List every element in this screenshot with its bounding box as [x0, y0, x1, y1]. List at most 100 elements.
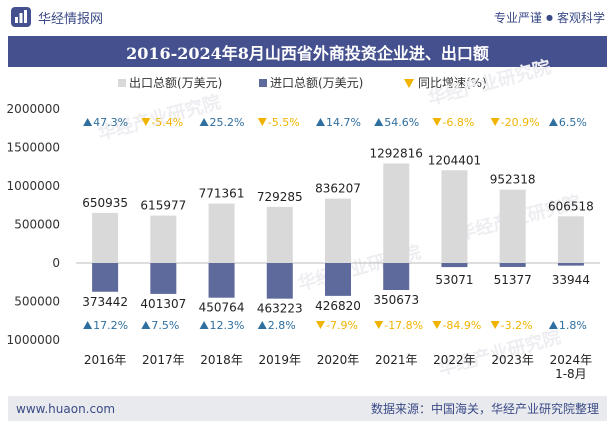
yoy-export-label: 47.3% — [93, 116, 128, 129]
x-tick-label: 2022年 — [433, 353, 476, 367]
yoy-down-icon — [316, 321, 325, 329]
export-value-label: 1204401 — [428, 153, 481, 167]
labels: 650935 373442 47.3% 17.2% 2016年 615977 401307 -… — [82, 116, 594, 381]
yoy-up-icon — [199, 118, 209, 126]
yoy-export-label: 25.2% — [210, 116, 245, 129]
y-tick-label: 1000000 — [7, 179, 60, 193]
import-value-label: 463223 — [257, 302, 303, 316]
legend-yoy-icon — [404, 79, 414, 88]
y-tick-label: 1500000 — [7, 141, 60, 155]
yoy-export-label: 54.6% — [384, 116, 419, 129]
yoy-import-label: 17.2% — [93, 319, 128, 332]
yoy-down-icon — [490, 321, 500, 329]
x-tick-label: 1-8月 — [555, 367, 587, 381]
slogan-part-1: 专业严谨 — [493, 10, 542, 25]
export-value-label: 771361 — [199, 187, 245, 201]
x-tick-label: 2018年 — [200, 353, 243, 367]
top-bar: 华经情报网 专业严谨 ● 客观科学 — [0, 0, 615, 34]
export-bar — [208, 203, 235, 263]
chart-title: 2016-2024年8月山西省外商投资企业进、出口额 — [8, 36, 607, 67]
import-value-label: 450764 — [199, 301, 245, 315]
yoy-down-icon — [374, 321, 384, 329]
y-tick-label: 0 — [52, 256, 60, 270]
yoy-up-icon — [548, 118, 558, 126]
x-tick-label: 2017年 — [142, 353, 185, 367]
yoy-import-label: 2.8% — [268, 319, 296, 332]
export-value-label: 650935 — [82, 196, 128, 210]
yoy-up-icon — [83, 321, 93, 329]
yoy-up-icon — [199, 321, 209, 329]
export-bar — [499, 189, 526, 263]
import-value-label: 426820 — [315, 299, 361, 313]
export-bar — [383, 163, 410, 263]
yoy-down-icon — [257, 118, 267, 126]
yoy-up-icon — [548, 321, 558, 329]
yoy-export-label: -20.9% — [501, 116, 540, 129]
legend: 出口总额(万美元) 进口总额(万美元) 同比增速(%) — [118, 76, 487, 90]
yoy-import-label: 12.3% — [210, 319, 245, 332]
footer-source: 数据来源：中国海关，华经产业研究院整理 — [370, 402, 599, 416]
brand-logo-icon — [11, 7, 31, 27]
bars — [92, 163, 584, 299]
y-tick-label: 2000000 — [7, 102, 60, 116]
export-bar — [266, 206, 293, 263]
slogan: 专业严谨 ● 客观科学 — [494, 9, 605, 26]
import-value-label: 33944 — [552, 273, 590, 287]
import-value-label: 401307 — [140, 297, 186, 311]
brand: 华经情报网 — [10, 6, 103, 28]
export-bar — [325, 198, 351, 263]
import-value-label: 51377 — [494, 273, 532, 287]
import-bar — [92, 263, 119, 292]
import-bar — [325, 263, 351, 296]
import-value-label: 350673 — [373, 293, 419, 307]
import-bar — [499, 263, 526, 267]
export-value-label: 952318 — [490, 173, 536, 187]
import-bar — [441, 263, 468, 268]
x-tick-label: 2023年 — [491, 353, 534, 367]
yoy-down-icon — [490, 118, 500, 126]
import-value-label: 373442 — [82, 295, 128, 309]
x-tick-label: 2021年 — [375, 353, 418, 367]
legend-label-yoy: 同比增速(%) — [418, 76, 487, 90]
import-bar — [383, 263, 410, 291]
yoy-import-label: -84.9% — [442, 319, 481, 332]
yoy-down-icon — [432, 118, 442, 126]
import-bar — [266, 263, 293, 299]
yoy-down-icon — [141, 118, 151, 126]
legend-swatch-export — [118, 79, 126, 87]
y-tick-label: 500000 — [14, 295, 60, 309]
import-bar — [557, 263, 584, 266]
slogan-part-2: 客观科学 — [556, 10, 605, 25]
yoy-import-label: -7.9% — [326, 319, 358, 332]
yoy-import-label: 1.8% — [559, 319, 587, 332]
yoy-export-label: 6.5% — [559, 116, 587, 129]
legend-label-import: 进口总额(万美元) — [270, 76, 363, 90]
yoy-export-label: -5.4% — [151, 116, 183, 129]
yoy-import-label: -17.8% — [384, 319, 423, 332]
export-bar — [557, 216, 584, 263]
footer-site: www.huaon.com — [16, 401, 116, 416]
import-bar — [150, 263, 177, 294]
yoy-up-icon — [316, 118, 325, 126]
y-tick-label: 1000000 — [7, 333, 60, 347]
export-value-label: 615977 — [140, 199, 186, 213]
export-value-label: 836207 — [315, 182, 361, 196]
yoy-export-label: 14.7% — [326, 116, 361, 129]
yoy-down-icon — [432, 321, 442, 329]
export-value-label: 729285 — [257, 190, 303, 204]
yoy-up-icon — [141, 321, 151, 329]
y-tick-label: 500000 — [14, 218, 60, 232]
yoy-up-icon — [257, 321, 267, 329]
slogan-separator: ● — [546, 12, 553, 22]
export-bar — [150, 215, 177, 263]
legend-label-export: 出口总额(万美元) — [129, 76, 222, 90]
export-bar — [92, 212, 119, 263]
x-tick-label: 2024年 — [550, 353, 593, 367]
export-bar — [441, 170, 468, 263]
x-tick-label: 2020年 — [317, 353, 360, 367]
yoy-export-label: -6.8% — [442, 116, 474, 129]
import-bar — [208, 263, 235, 298]
brand-name: 华经情报网 — [38, 11, 104, 27]
